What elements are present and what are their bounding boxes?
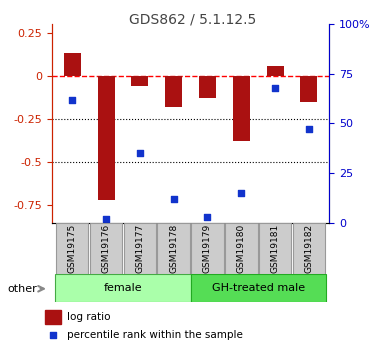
- Point: [103, 216, 109, 221]
- Bar: [165, 76, 182, 107]
- Text: GSM19175: GSM19175: [68, 224, 77, 273]
- Bar: [300, 76, 317, 102]
- Bar: [157, 223, 190, 274]
- Bar: [64, 53, 81, 76]
- Text: GSM19180: GSM19180: [237, 224, 246, 273]
- Text: GSM19181: GSM19181: [271, 224, 280, 273]
- Bar: [45, 310, 60, 324]
- Point: [306, 127, 312, 132]
- Point: [204, 214, 211, 219]
- Text: log ratio: log ratio: [67, 312, 111, 322]
- Bar: [56, 223, 89, 274]
- Bar: [191, 223, 224, 274]
- Bar: [293, 223, 325, 274]
- Point: [69, 97, 75, 102]
- Point: [50, 332, 56, 337]
- Text: GSM19177: GSM19177: [136, 224, 144, 273]
- Text: percentile rank within the sample: percentile rank within the sample: [67, 330, 243, 339]
- Text: GH-treated male: GH-treated male: [212, 283, 305, 293]
- Point: [272, 85, 278, 90]
- Bar: [191, 274, 326, 302]
- Bar: [233, 76, 250, 141]
- Bar: [124, 223, 156, 274]
- Text: GSM19176: GSM19176: [102, 224, 110, 273]
- Text: GDS862 / 5.1.12.5: GDS862 / 5.1.12.5: [129, 12, 256, 26]
- Text: GSM19182: GSM19182: [305, 224, 313, 273]
- Bar: [131, 76, 148, 86]
- Bar: [98, 76, 114, 200]
- Point: [137, 150, 143, 156]
- Text: other: other: [8, 284, 37, 294]
- Bar: [199, 76, 216, 98]
- Bar: [55, 274, 191, 302]
- Text: female: female: [104, 283, 142, 293]
- Bar: [225, 223, 258, 274]
- Bar: [90, 223, 122, 274]
- Text: GSM19178: GSM19178: [169, 224, 178, 273]
- Point: [238, 190, 244, 196]
- Text: GSM19179: GSM19179: [203, 224, 212, 273]
- Bar: [267, 66, 283, 76]
- Point: [171, 196, 177, 201]
- Bar: [259, 223, 291, 274]
